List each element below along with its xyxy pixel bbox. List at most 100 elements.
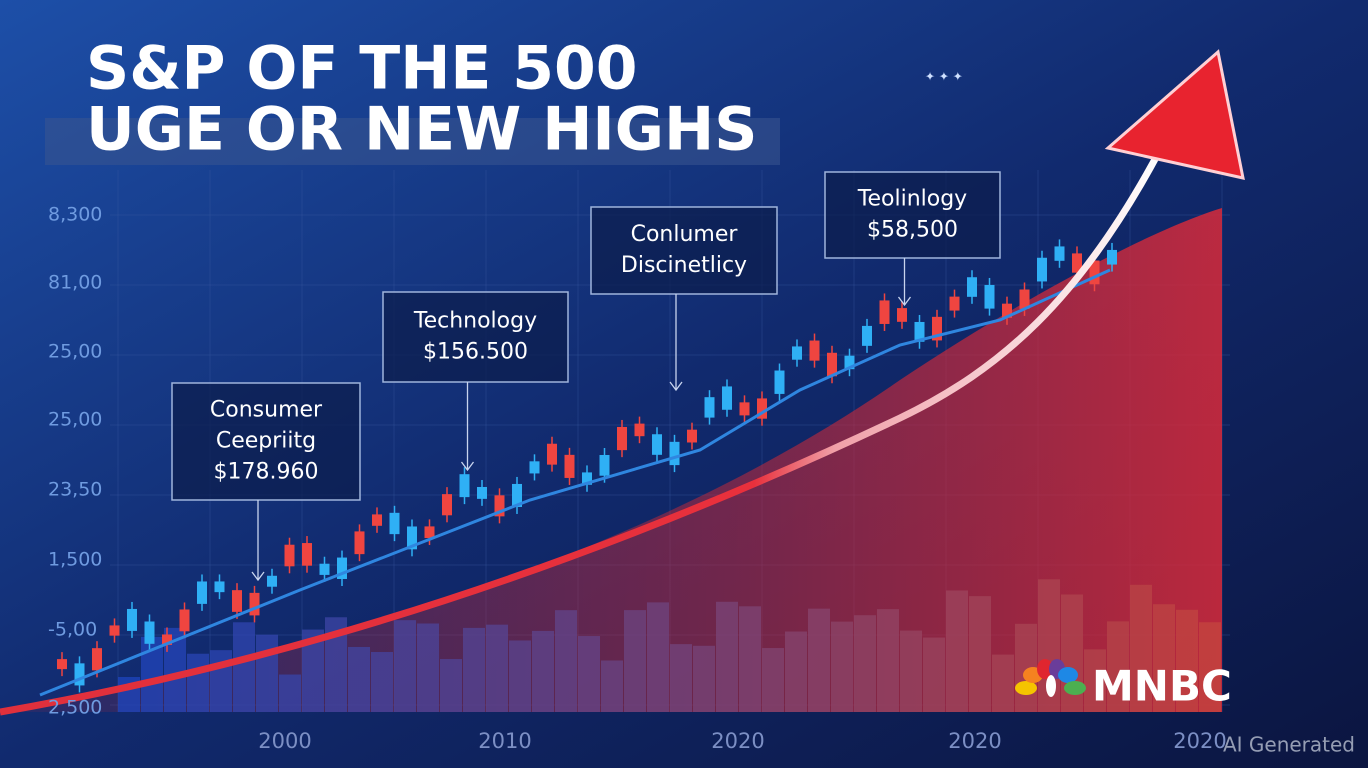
candle-body: [127, 608, 137, 631]
annotation-box: [171, 382, 361, 501]
volume-bar: [532, 630, 554, 712]
volume-bar: [509, 640, 531, 712]
candle-body: [1037, 257, 1047, 282]
candle-body: [1089, 260, 1100, 285]
volume-bar: [808, 608, 830, 712]
candles: [57, 239, 1117, 693]
volume-bar: [348, 646, 370, 712]
title-line1: S&P OF THE 500: [86, 34, 638, 104]
candle-body: [757, 398, 767, 419]
candle-body: [1019, 289, 1030, 309]
volume-bar: [463, 627, 485, 712]
candle-body: [319, 563, 330, 575]
candle-body: [1002, 303, 1012, 318]
candle-body: [197, 581, 207, 604]
volume-bar: [187, 653, 209, 712]
volume-bar: [279, 674, 301, 712]
volume-bar: [624, 610, 646, 712]
volume-bar: [486, 624, 508, 712]
y-tick-label: 25,00: [48, 409, 102, 431]
candle-body: [582, 472, 592, 485]
volume-bar: [302, 629, 324, 712]
candle-body: [704, 397, 715, 418]
peacock-icon: [1015, 659, 1086, 697]
volume-bar: [900, 630, 922, 712]
candle-body: [442, 494, 452, 516]
candle-body: [669, 441, 680, 466]
volume-bar: [831, 621, 853, 712]
y-tick-label: 81,00: [48, 272, 102, 294]
volume-bar: [601, 660, 623, 712]
volume-bar: [1176, 609, 1198, 712]
volume-bar: [1130, 584, 1152, 712]
x-tick-label: 2020: [1173, 729, 1226, 753]
candle-body: [897, 308, 907, 322]
candle-body: [792, 346, 802, 360]
volume-bar: [785, 631, 807, 712]
y-tick-label: 23,50: [48, 479, 102, 501]
logo: MNBC: [1015, 659, 1232, 711]
y-tick-label: 25,00: [48, 341, 102, 363]
candle-body: [564, 454, 575, 478]
candle-body: [179, 609, 190, 632]
annotation-arrow-head: [897, 296, 912, 307]
candle-body: [967, 277, 977, 297]
volume-bar: [854, 615, 876, 712]
volume-bar: [923, 637, 945, 712]
candle-body: [162, 634, 172, 645]
volume-bar: [371, 652, 393, 712]
volume-bar: [141, 636, 163, 712]
candle-body: [722, 386, 732, 410]
volume-bar: [417, 623, 439, 712]
title-line2: UGE OR NEW HIGHS: [86, 95, 757, 165]
blue-trend-line: [39, 268, 1111, 697]
volume-bar: [670, 644, 692, 712]
candle-body: [879, 300, 890, 324]
annotation-text: Teolinlogy: [857, 187, 967, 212]
volume-bar: [992, 654, 1014, 712]
annotation-text: Conlumer: [631, 222, 739, 247]
volume-bar: [233, 622, 255, 712]
candle-body: [389, 512, 400, 535]
labels: 8,300 81,00 25,00 25,00 23,50 1,500 -5,00 2,500…: [48, 171, 1227, 753]
y-tick-label: -5,00: [48, 619, 97, 641]
candle-body: [267, 575, 277, 587]
volume-bar: [647, 602, 669, 712]
x-tick-label: 2010: [478, 729, 531, 753]
annotation-arrow-head: [460, 461, 475, 472]
candle-body: [1107, 249, 1117, 265]
volume-bar: [1199, 622, 1221, 712]
candle-body: [477, 486, 487, 499]
candle-body: [284, 544, 295, 567]
candle-body: [652, 434, 662, 455]
volume-bar: [1107, 621, 1129, 712]
candle-body: [529, 461, 540, 474]
volume-bar: [693, 645, 715, 712]
candle-body: [774, 370, 785, 394]
x-tick-label: 2020: [948, 729, 1001, 753]
volume-bar: [578, 636, 600, 712]
annotation-text: $58,500: [867, 218, 958, 243]
candle-body: [459, 474, 470, 498]
red-trend-line: [0, 148, 1164, 716]
candle-body: [914, 321, 925, 342]
candle-body: [232, 590, 242, 612]
candle-body: [92, 648, 102, 671]
candle-body: [214, 581, 225, 593]
candle-body: [827, 352, 837, 377]
volume-bar: [969, 596, 991, 712]
volume-bar: [1084, 649, 1106, 712]
annotation-box: [382, 291, 569, 383]
candle-body: [512, 483, 522, 507]
candle-body: [984, 284, 995, 309]
volume-bar: [1153, 604, 1175, 712]
candle-body: [599, 454, 610, 476]
candle-body: [862, 325, 872, 346]
volume-bar: [164, 627, 186, 712]
candle-body: [337, 557, 347, 580]
candle-body: [687, 429, 697, 443]
candle-body: [809, 340, 820, 361]
x-tick-label: 2020: [711, 729, 764, 753]
logo-text: MNBC: [1092, 662, 1232, 711]
